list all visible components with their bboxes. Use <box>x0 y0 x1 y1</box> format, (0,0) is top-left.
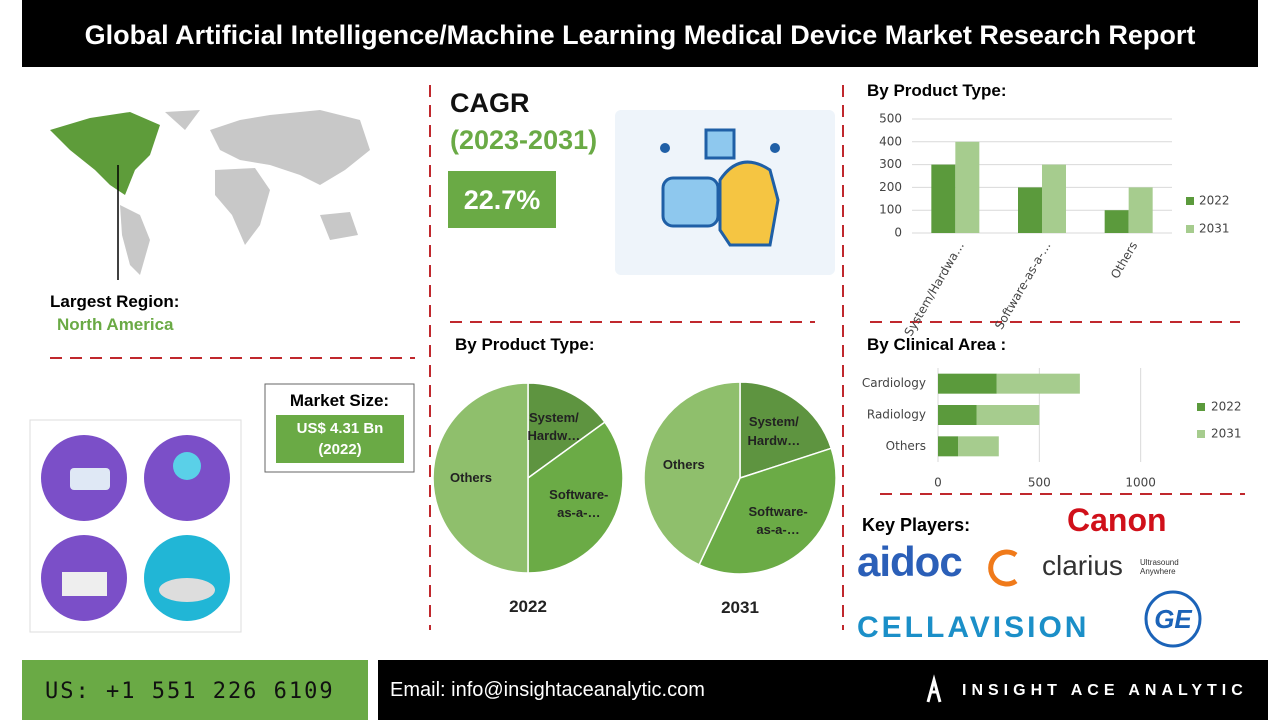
pie-label: System/ Hardw… <box>527 410 581 444</box>
pie-slice <box>698 447 837 575</box>
pie-label: Software- as-a-… <box>748 504 808 538</box>
legend-swatch <box>1186 225 1194 233</box>
ai-illustration <box>615 110 835 275</box>
clarius-logo: clarius <box>1042 550 1123 581</box>
cagr-period: (2023-2031) <box>450 125 598 155</box>
y-tick-label: 300 <box>879 157 902 171</box>
legend-swatch <box>1197 403 1205 411</box>
cagr-value: 22.7% <box>463 185 541 215</box>
region-value: North America <box>57 315 174 334</box>
ge-logo: GE <box>1154 604 1192 634</box>
y-tick-label: Others <box>886 439 926 453</box>
bar-title: By Product Type: <box>867 81 1007 100</box>
key-players-title: Key Players: <box>862 515 971 535</box>
y-tick-label: 500 <box>879 112 902 126</box>
ge-logo-circle <box>1144 590 1202 648</box>
bar <box>955 141 980 233</box>
pie-heading: By Product Type: <box>455 335 595 354</box>
y-tick-label: 0 <box>894 226 902 240</box>
legend-label: 2022 <box>1211 400 1242 414</box>
market-size-value: US$ 4.31 Bn <box>296 420 384 437</box>
bar <box>996 373 1080 394</box>
market-size-label: Market Size: <box>289 391 390 410</box>
phone-bar <box>22 660 368 720</box>
contact-bar <box>378 660 1268 720</box>
email: Email: info@insightaceanalytic.com <box>390 679 705 701</box>
page-title: Global Artificial Intelligence/Machine L… <box>84 20 1196 50</box>
pie-label: Others <box>450 469 492 485</box>
y-tick-label: 200 <box>879 180 902 194</box>
pie-slice <box>739 381 833 480</box>
bar <box>1104 210 1129 233</box>
x-tick-label: 0 <box>934 476 942 490</box>
market-size-year: (2022) <box>318 441 362 458</box>
x-tick-label: Others <box>1108 239 1140 281</box>
legend-label: 2031 <box>1199 222 1230 236</box>
y-tick-label: 400 <box>879 134 902 148</box>
legend-swatch <box>1186 197 1194 205</box>
bar <box>931 164 956 233</box>
bar <box>1018 187 1042 233</box>
y-tick-label: Radiology <box>867 408 926 422</box>
brand-icon <box>926 674 942 703</box>
x-tick-label: Software-as-a-… <box>992 239 1054 332</box>
cagr-label: CAGR <box>450 88 530 118</box>
bar <box>976 405 1040 425</box>
pie-label: Software- as-a-… <box>549 486 609 520</box>
pie-slice <box>527 421 624 574</box>
bar <box>938 405 977 425</box>
aidoc-logo: aidoc <box>857 538 963 585</box>
pie-label: Others <box>662 457 705 473</box>
y-tick-label: 100 <box>879 203 902 217</box>
bar <box>938 436 959 457</box>
legend-swatch <box>1197 430 1205 438</box>
icon-panel <box>29 419 242 633</box>
legend-label: 2022 <box>1199 194 1230 208</box>
region-label: Largest Region: <box>50 292 180 311</box>
header-bar <box>22 0 1258 67</box>
market-size-value-box <box>276 415 404 463</box>
pie-title: 2022 <box>509 597 547 617</box>
brand: INSIGHT ACE ANALYTIC <box>962 682 1248 699</box>
pie-title: 2031 <box>721 598 759 618</box>
x-tick-label: 500 <box>1028 476 1051 490</box>
x-tick-label: 1000 <box>1125 476 1156 490</box>
world-map <box>50 110 370 275</box>
phone: US: +1 551 226 6109 <box>45 679 335 704</box>
pie-slice <box>643 381 741 566</box>
cagr-box <box>448 171 556 228</box>
x-tick-label: System/Hardwa… <box>901 239 966 338</box>
bar <box>938 373 997 394</box>
y-tick-label: Cardiology <box>862 376 926 390</box>
bar <box>958 436 999 457</box>
cellavision-logo: CELLAVISION <box>857 611 1090 644</box>
bar <box>1128 187 1153 233</box>
pie-slice <box>432 382 529 574</box>
pie-slice <box>527 382 606 480</box>
clarius-mark <box>988 549 1018 587</box>
canon-logo: Canon <box>1067 502 1167 538</box>
clarius-tagline: Ultrasound Anywhere <box>1140 558 1179 576</box>
bar <box>1042 164 1066 233</box>
hbar-title: By Clinical Area : <box>867 335 1007 354</box>
dividers <box>50 85 1245 630</box>
pie-label: System/ Hardw… <box>747 414 801 448</box>
legend-label: 2031 <box>1211 427 1242 441</box>
